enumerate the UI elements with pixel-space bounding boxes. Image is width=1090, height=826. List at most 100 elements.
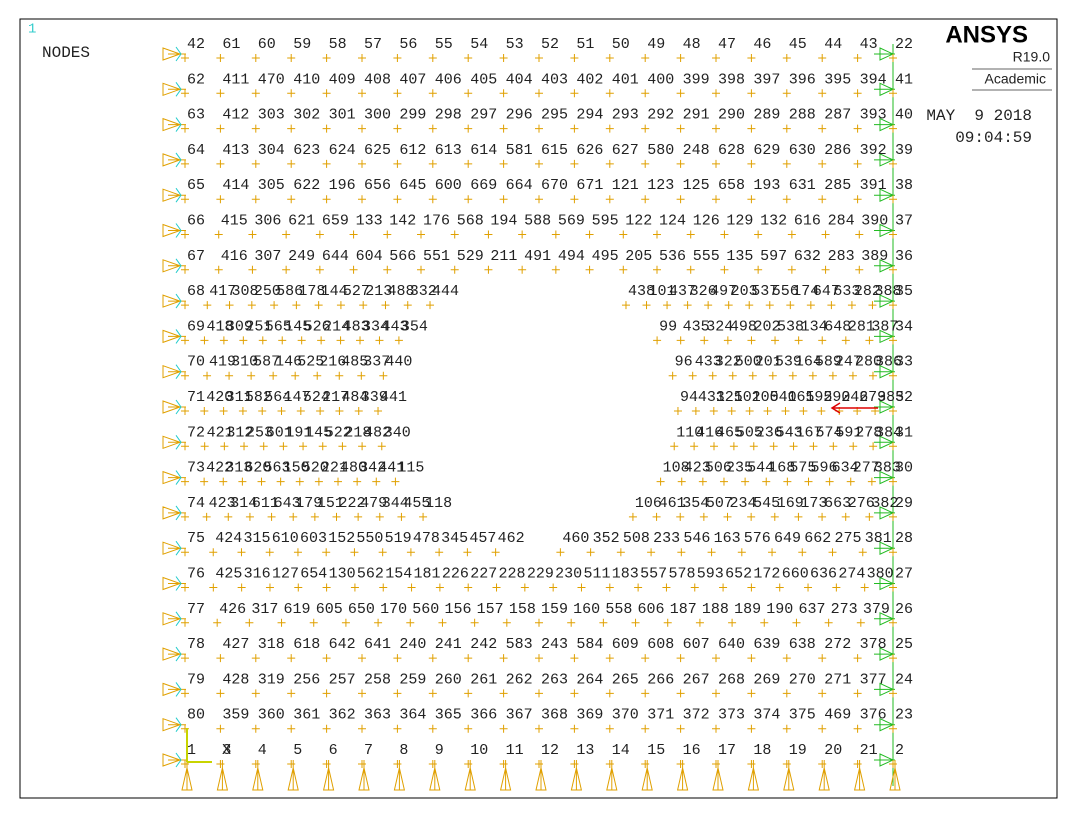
constraint-right bbox=[874, 541, 895, 555]
node-label: 191 bbox=[285, 424, 312, 441]
node-marker bbox=[787, 265, 796, 274]
node-label: 425 bbox=[215, 565, 242, 582]
node-label: 480 bbox=[340, 460, 367, 477]
node-label: 168 bbox=[768, 460, 795, 477]
node-marker bbox=[470, 618, 479, 627]
node-marker bbox=[853, 760, 862, 768]
node-label: 21 bbox=[860, 742, 878, 759]
node-marker bbox=[322, 195, 331, 204]
node-marker bbox=[605, 724, 614, 733]
node-marker bbox=[641, 654, 650, 663]
node-marker bbox=[359, 301, 368, 310]
node-marker bbox=[605, 654, 614, 663]
node-label: 108 bbox=[663, 460, 690, 477]
constraint-bottom bbox=[818, 760, 830, 791]
node-marker bbox=[865, 336, 874, 345]
node-marker bbox=[219, 477, 228, 486]
node-marker bbox=[315, 265, 324, 274]
node-label: 407 bbox=[399, 71, 426, 88]
node-label: 1 bbox=[187, 742, 196, 759]
node-label: 70 bbox=[187, 354, 205, 371]
node-label: 545 bbox=[753, 495, 780, 512]
node-label: 440 bbox=[385, 354, 412, 371]
node-label: 494 bbox=[558, 248, 585, 265]
node-label: 202 bbox=[753, 318, 780, 335]
node-marker bbox=[181, 512, 189, 521]
node-label: 145 bbox=[284, 318, 311, 335]
node-label: 669 bbox=[470, 177, 497, 194]
node-marker bbox=[818, 54, 827, 62]
node-marker bbox=[599, 618, 608, 627]
node-label: 65 bbox=[187, 177, 205, 194]
node-label: 247 bbox=[835, 354, 862, 371]
constraint-left-cyan bbox=[175, 540, 182, 556]
node-marker bbox=[322, 689, 331, 698]
node-marker bbox=[379, 371, 388, 380]
node-marker bbox=[213, 618, 222, 627]
node-marker bbox=[499, 195, 508, 204]
node-label: 8 bbox=[399, 742, 408, 759]
node-label: 605 bbox=[316, 601, 343, 618]
constraint-bottom bbox=[889, 760, 901, 791]
boundary-symbols bbox=[162, 44, 901, 791]
node-label: 251 bbox=[245, 318, 272, 335]
node-label: 64 bbox=[187, 142, 205, 159]
node-label: 127 bbox=[272, 565, 299, 582]
node-marker bbox=[567, 618, 576, 627]
node-label: 616 bbox=[794, 212, 821, 229]
node-label: 580 bbox=[647, 142, 674, 159]
node-label: 151 bbox=[317, 495, 344, 512]
node-label: 626 bbox=[576, 142, 603, 159]
node-label: 110 bbox=[676, 424, 703, 441]
node-marker bbox=[181, 689, 189, 698]
node-label: 281 bbox=[848, 318, 875, 335]
node-label: 62 bbox=[187, 71, 205, 88]
node-label: 277 bbox=[853, 460, 880, 477]
node-label: 229 bbox=[527, 565, 554, 582]
node-marker bbox=[393, 724, 402, 733]
node-label: 39 bbox=[895, 142, 913, 159]
node-marker bbox=[464, 689, 473, 698]
node-label: 14 bbox=[612, 742, 630, 759]
constraint-left bbox=[162, 117, 186, 132]
node-marker bbox=[287, 89, 296, 98]
node-label: 312 bbox=[226, 424, 253, 441]
node-label: 522 bbox=[325, 424, 352, 441]
constraint-right bbox=[874, 612, 895, 626]
node-label: 670 bbox=[541, 177, 568, 194]
node-marker bbox=[821, 230, 830, 239]
node-marker bbox=[383, 265, 392, 274]
constraint-left-cyan bbox=[175, 293, 182, 309]
node-marker bbox=[403, 301, 412, 310]
node-label: 226 bbox=[442, 565, 469, 582]
node-label: 344 bbox=[382, 495, 409, 512]
node-label: 396 bbox=[789, 71, 816, 88]
node-label: 411 bbox=[222, 71, 249, 88]
node-marker bbox=[377, 442, 386, 451]
node-marker bbox=[818, 760, 827, 768]
node-marker bbox=[747, 124, 756, 133]
node-marker bbox=[245, 512, 254, 521]
node-marker bbox=[804, 583, 813, 592]
node-label: 511 bbox=[583, 565, 610, 582]
node-marker bbox=[203, 301, 212, 310]
node-marker bbox=[642, 301, 651, 310]
node-marker bbox=[322, 760, 331, 768]
node-label: 385 bbox=[877, 389, 904, 406]
constraint-right bbox=[874, 647, 895, 661]
node-marker bbox=[258, 336, 267, 345]
node-marker bbox=[293, 548, 302, 557]
node-label: 558 bbox=[605, 601, 632, 618]
node-marker bbox=[251, 654, 260, 663]
node-label: 222 bbox=[338, 495, 365, 512]
node-marker bbox=[889, 724, 897, 733]
node-label: 326 bbox=[690, 283, 717, 300]
node-marker bbox=[641, 195, 650, 204]
node-label: 550 bbox=[356, 530, 383, 547]
node-label: 595 bbox=[592, 212, 619, 229]
node-label: 590 bbox=[823, 389, 850, 406]
node-label: 250 bbox=[254, 283, 281, 300]
node-label: 455 bbox=[403, 495, 430, 512]
node-marker bbox=[698, 477, 707, 486]
node-label: 557 bbox=[640, 565, 667, 582]
